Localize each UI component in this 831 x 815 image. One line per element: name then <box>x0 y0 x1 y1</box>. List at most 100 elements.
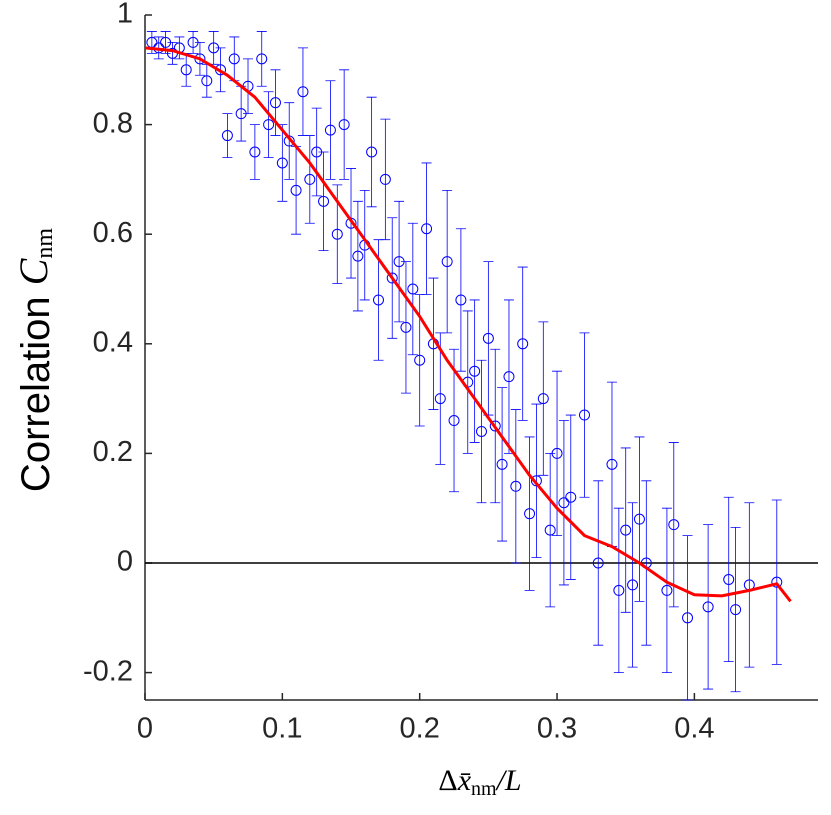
error-bar <box>311 107 322 197</box>
data-point <box>304 173 316 185</box>
error-bar <box>606 381 617 547</box>
error-bar <box>668 442 679 608</box>
data-point <box>723 573 735 585</box>
data-point <box>482 332 494 344</box>
error-bar <box>620 447 631 613</box>
error-bar <box>352 200 363 312</box>
data-point <box>448 415 460 427</box>
x-label-sub: nm <box>471 778 497 800</box>
y-tick-label: 0.8 <box>93 107 133 139</box>
data-point <box>414 354 426 366</box>
error-bar <box>579 332 590 498</box>
error-bar <box>339 69 350 180</box>
data-point <box>221 130 233 142</box>
data-point <box>592 557 604 569</box>
data-point <box>469 365 481 377</box>
error-bar <box>462 310 473 454</box>
data-point <box>263 119 275 131</box>
error-bar <box>201 63 212 98</box>
error-bar <box>476 359 487 504</box>
error-bar <box>222 113 233 158</box>
error-bar <box>565 414 576 580</box>
data-point <box>476 425 487 437</box>
y-label-sub: nm <box>32 228 58 259</box>
error-bar <box>449 348 460 493</box>
data-point <box>510 480 522 492</box>
data-point <box>297 86 309 98</box>
data-point <box>537 393 549 405</box>
error-bar <box>613 507 624 673</box>
error-bar <box>181 52 192 87</box>
error-bar <box>421 162 432 295</box>
error-bar <box>771 499 782 665</box>
data-point <box>386 272 398 284</box>
error-bar <box>469 299 480 443</box>
error-bar <box>359 189 370 301</box>
x-label-suffix: /L <box>495 764 522 797</box>
error-bar <box>517 266 528 421</box>
y-label-var: C <box>11 257 56 285</box>
x-label-var: x̄ <box>457 764 472 797</box>
error-bar <box>304 135 315 224</box>
error-bar <box>641 480 652 646</box>
data-point <box>682 612 694 624</box>
error-bar <box>455 228 466 372</box>
data-point <box>276 157 288 169</box>
data-point <box>249 146 261 158</box>
error-bar <box>558 420 569 586</box>
data-point <box>324 124 336 136</box>
error-bar <box>442 189 453 334</box>
data-point <box>366 146 378 158</box>
x-tick-label: 0.1 <box>262 713 302 745</box>
error-bar <box>297 47 308 136</box>
data-point <box>627 579 639 591</box>
error-bar <box>270 69 281 136</box>
data-point <box>372 294 384 306</box>
error-bar <box>407 222 418 356</box>
data-point <box>407 283 419 295</box>
error-bar <box>627 502 638 668</box>
error-bar <box>188 31 199 54</box>
error-bar <box>249 124 260 180</box>
x-label-prefix: Δ <box>438 764 457 797</box>
error-bar <box>723 496 734 663</box>
data-point <box>228 53 240 65</box>
y-tick-label: 0.6 <box>93 217 133 249</box>
x-tick-label: 0.3 <box>537 713 577 745</box>
error-bar <box>531 403 542 558</box>
data-point <box>524 508 536 520</box>
y-tick-label: -0.2 <box>83 655 133 687</box>
error-bar <box>634 436 645 602</box>
data-point <box>455 294 467 306</box>
data-point <box>256 53 268 65</box>
data-point <box>269 97 281 109</box>
data-point <box>441 256 453 268</box>
error-bar <box>167 42 178 65</box>
data-point <box>613 584 625 596</box>
error-bar <box>243 58 254 115</box>
error-bar <box>318 151 329 252</box>
data-point <box>290 184 302 196</box>
error-bar <box>394 200 405 323</box>
data-point <box>180 64 192 76</box>
y-tick-label: 0 <box>117 546 133 578</box>
error-bar <box>661 507 672 673</box>
x-tick-label: 0 <box>137 713 153 745</box>
data-point <box>551 447 563 459</box>
error-bar <box>400 261 411 394</box>
error-bar <box>380 118 391 241</box>
error-bar <box>284 102 295 180</box>
data-point <box>331 228 343 240</box>
error-bar <box>744 502 755 668</box>
data-point <box>661 584 673 596</box>
data-point <box>565 491 577 503</box>
error-bar <box>730 526 741 693</box>
data-point <box>434 393 446 405</box>
data-point <box>338 119 350 131</box>
data-point <box>201 75 213 87</box>
data-point <box>730 604 742 616</box>
y-label-text: Correlation <box>14 285 58 492</box>
error-bar <box>256 31 267 87</box>
data-point <box>702 601 714 613</box>
y-tick-label: 0.2 <box>93 436 133 468</box>
